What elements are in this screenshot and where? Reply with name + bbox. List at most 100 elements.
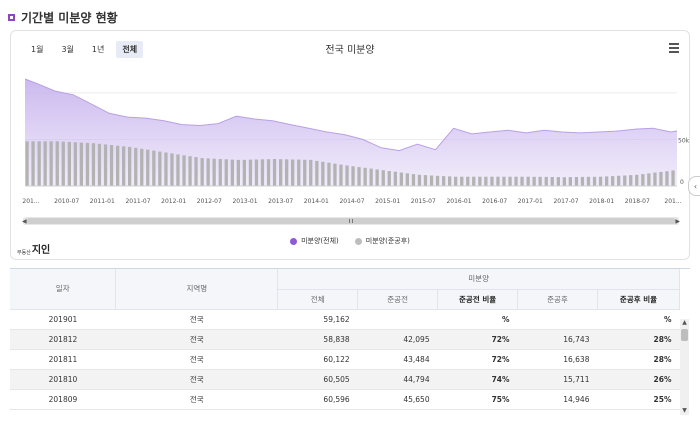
bar-completed — [653, 172, 657, 186]
caret-left-icon[interactable]: ◀ — [22, 218, 27, 225]
bar-completed — [580, 176, 585, 186]
legend-item-completed[interactable]: 미분양(준공후) — [354, 236, 410, 246]
scroll-down-icon[interactable]: ▼ — [682, 407, 687, 414]
section-title-text: 기간별 미분양 현황 — [21, 10, 118, 25]
navigator-handle[interactable] — [27, 218, 675, 224]
bar-completed — [279, 159, 283, 186]
bar-completed — [623, 175, 627, 186]
x-tick-label: 2012-07 — [197, 198, 222, 205]
bar-completed — [556, 177, 560, 186]
bar-completed — [417, 174, 422, 186]
bar-completed — [466, 176, 470, 186]
range-button-1y[interactable]: 1년 — [85, 41, 111, 58]
bar-completed — [574, 177, 579, 186]
range-button-all[interactable]: 전체 — [116, 41, 144, 58]
x-tick-label: 2011-01 — [90, 198, 115, 205]
x-tick-label: 2017-07 — [553, 198, 578, 205]
cell-total: 60,122 — [277, 349, 358, 370]
bar-completed — [387, 171, 391, 186]
bar-completed — [218, 159, 222, 186]
x-tick-label: 2016-07 — [482, 198, 507, 205]
bar-completed — [170, 153, 174, 186]
bar-completed — [146, 149, 150, 186]
bar-completed — [562, 177, 566, 186]
bar-completed — [152, 150, 156, 186]
bar-completed — [49, 141, 53, 186]
x-tick-label: 2014-07 — [339, 198, 364, 205]
bar-completed — [405, 173, 409, 186]
bar-completed — [43, 141, 47, 186]
col-header-after: 준공후 — [517, 289, 598, 310]
bar-completed — [182, 155, 186, 186]
cell-after-ratio: % — [597, 309, 680, 330]
bar-completed — [194, 157, 198, 186]
data-table: 일자 지역명 미분양 전체 준공전 준공전 비율 준공후 준공후 비율 2019… — [10, 269, 681, 410]
col-header-region: 지역명 — [115, 269, 279, 310]
bar-completed — [423, 175, 428, 186]
brand-logo: 부동산 지인 — [17, 241, 50, 256]
col-header-before-ratio: 준공전 비율 — [437, 289, 519, 310]
bar-completed — [31, 141, 35, 186]
bar-completed — [659, 171, 663, 186]
chart-plot: 50k 0 201... 2010-07 2011-01 2011-07 2012-01 20… — [22, 78, 690, 205]
bar-completed — [158, 151, 162, 186]
bar-completed — [116, 145, 120, 186]
cell-before: 43,484 — [357, 349, 438, 370]
bar-completed — [550, 177, 554, 186]
chart-card: 1월 3월 1년 전체 전국 미분양 50k 0 201... 2010-07 2011… — [10, 30, 690, 260]
bar-completed — [67, 141, 71, 186]
cell-date: 201809 — [10, 389, 116, 410]
bar-completed — [393, 171, 397, 186]
bar-completed — [635, 174, 639, 186]
bar-completed — [128, 146, 132, 186]
cell-before — [357, 309, 438, 330]
range-button-3m[interactable]: 3월 — [55, 41, 80, 58]
bar-completed — [641, 174, 645, 186]
scroll-up-icon[interactable]: ▲ — [682, 319, 687, 326]
cell-before-ratio: 72% — [437, 349, 518, 370]
scrollbar-thumb[interactable] — [681, 329, 688, 341]
cell-before: 42,095 — [357, 329, 438, 350]
bar-completed — [568, 177, 572, 186]
cell-region: 전국 — [115, 329, 278, 350]
bar-completed — [647, 173, 651, 186]
brand-main: 지인 — [31, 245, 51, 256]
bar-completed — [671, 170, 675, 186]
y-tick-label: 50k — [678, 137, 690, 144]
cell-after: 15,711 — [517, 369, 598, 390]
cell-region: 전국 — [115, 349, 278, 370]
hamburger-menu-icon[interactable] — [669, 43, 679, 53]
x-tick-label: 2018-07 — [625, 198, 650, 205]
bar-completed — [442, 176, 446, 186]
bar-completed — [520, 176, 524, 186]
series-area-total — [25, 79, 677, 186]
bar-completed — [605, 176, 609, 186]
bar-completed — [140, 148, 144, 186]
bar-completed — [206, 158, 210, 186]
bar-completed — [514, 176, 518, 186]
bar-completed — [176, 154, 180, 186]
range-selector: 1월 3월 1년 전체 — [25, 41, 144, 58]
bar-completed — [502, 176, 506, 186]
x-tick-label: 2013-01 — [232, 198, 257, 205]
bar-completed — [61, 141, 65, 186]
side-panel-toggle[interactable]: ‹ — [688, 176, 700, 196]
chart-title: 전국 미분양 — [325, 45, 375, 56]
bar-completed — [496, 176, 500, 186]
bar-completed — [429, 175, 434, 186]
range-button-1m[interactable]: 1월 — [25, 41, 50, 58]
legend-item-total[interactable]: 미분양(전체) — [290, 236, 339, 246]
bar-completed — [315, 160, 319, 186]
bar-completed — [357, 167, 361, 186]
chevron-left-icon: ‹ — [693, 181, 698, 191]
table-scrollbar[interactable]: ▲ ▼ — [680, 319, 689, 415]
caret-right-icon[interactable]: ▶ — [675, 218, 680, 225]
x-tick-label: 2016-01 — [446, 198, 471, 205]
cell-before: 45,650 — [357, 389, 438, 410]
cell-after: 16,638 — [517, 349, 598, 370]
bar-completed — [103, 144, 108, 186]
navigator-scrollbar[interactable]: ◀ ▶ — [22, 217, 680, 225]
bar-completed — [327, 162, 331, 186]
cell-after-ratio: 28% — [597, 349, 680, 370]
